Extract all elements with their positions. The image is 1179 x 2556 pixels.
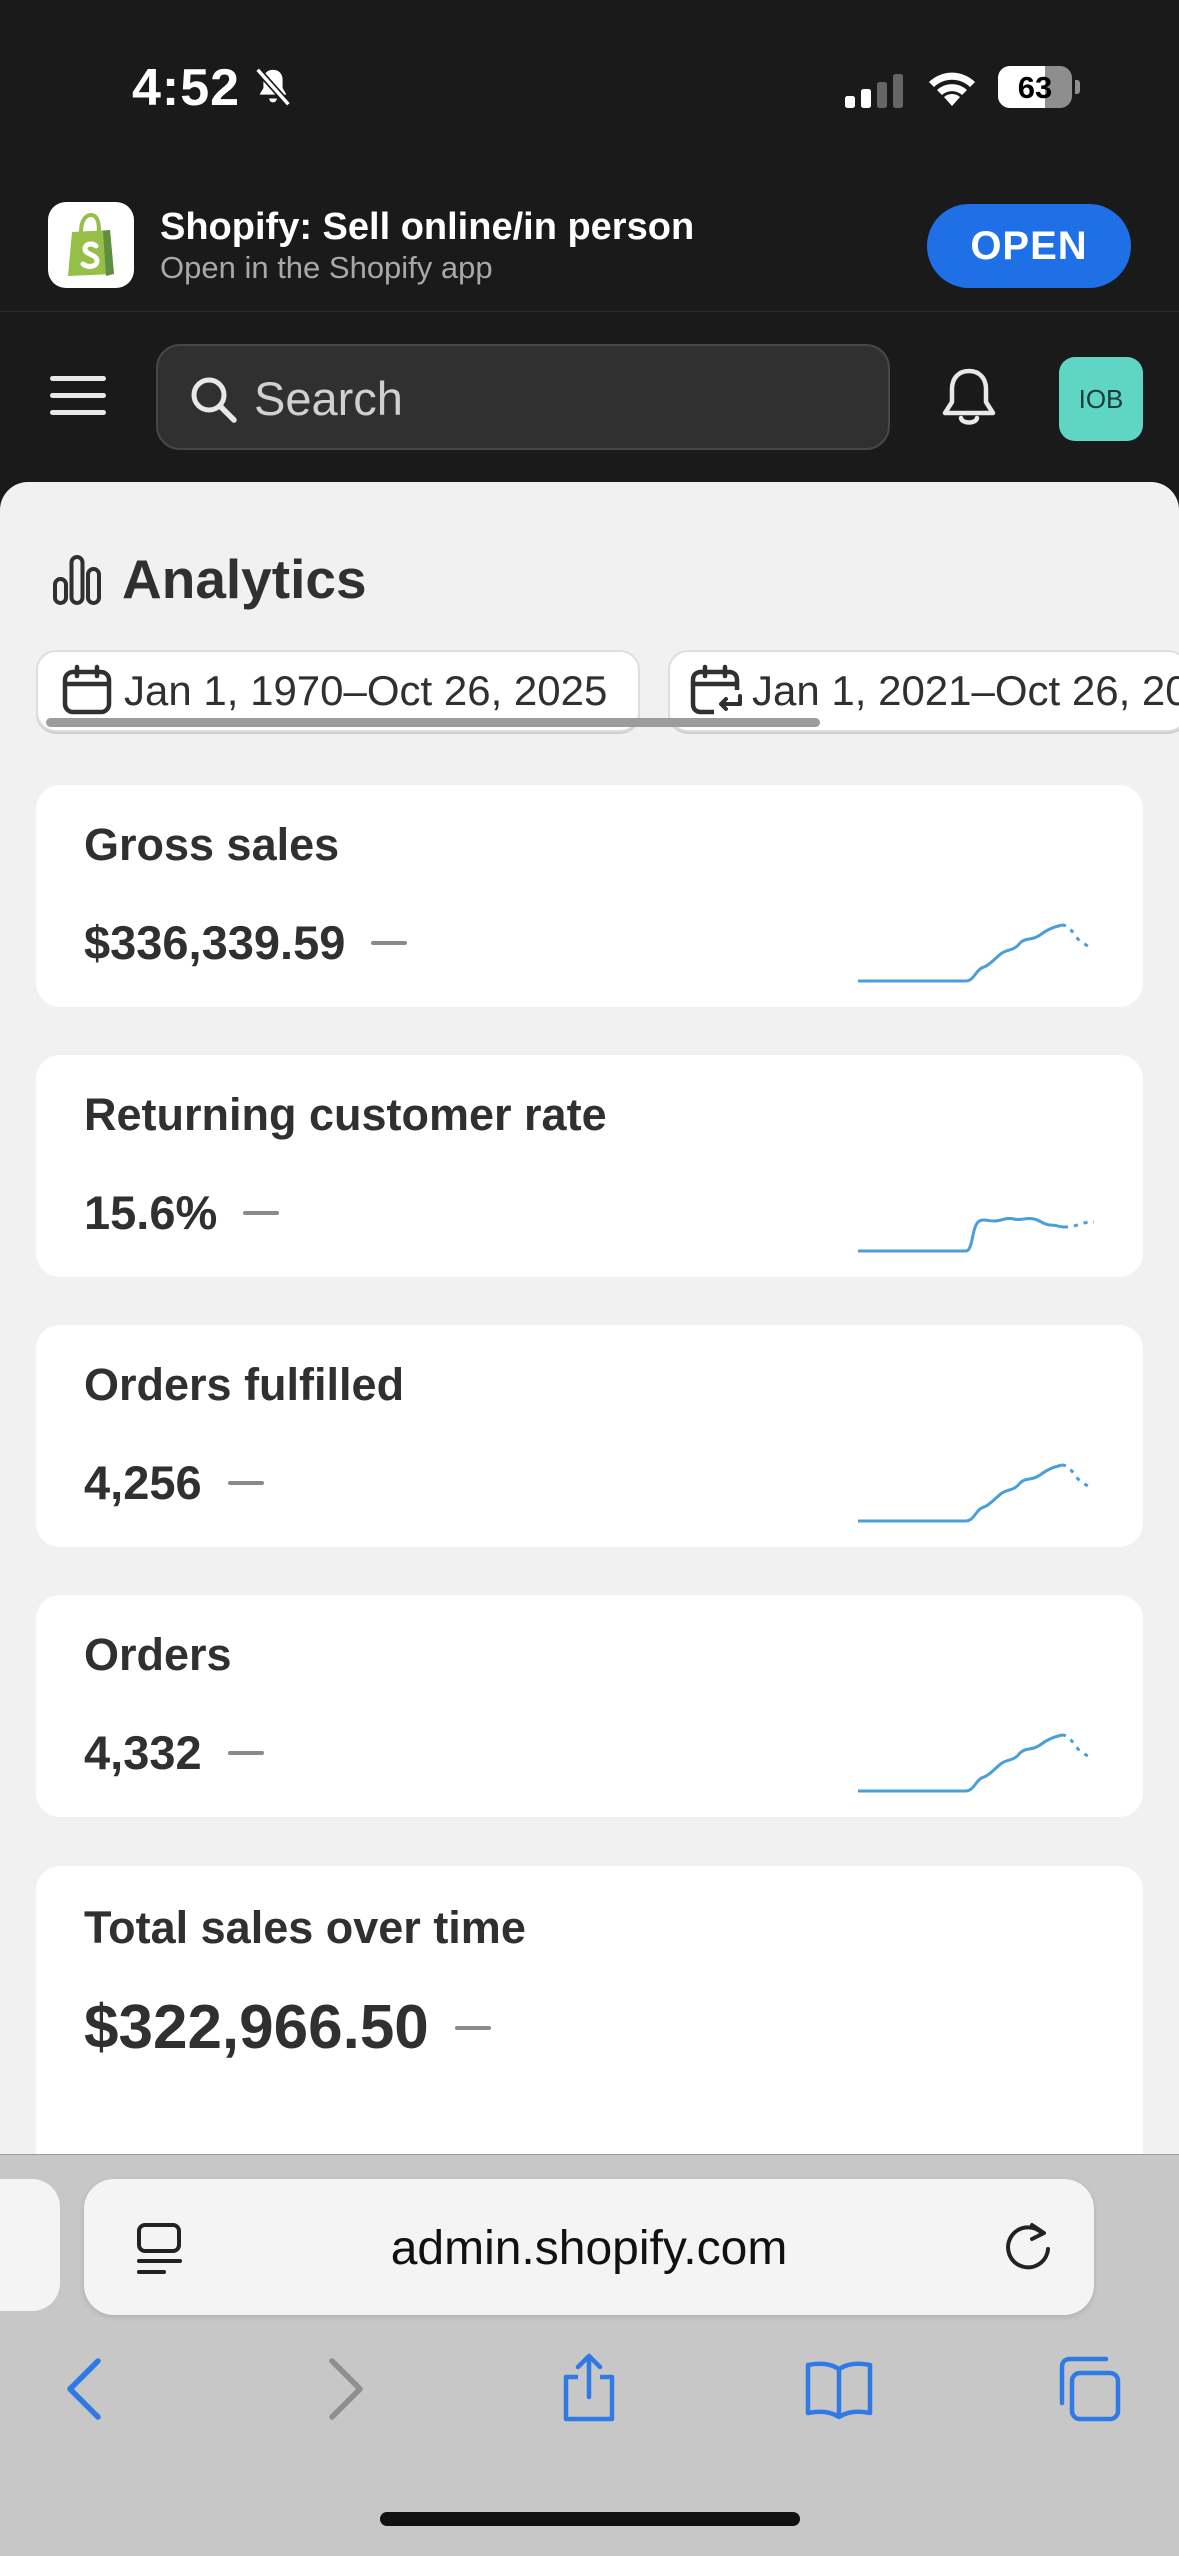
metric-value-row: 4,332: [84, 1725, 264, 1780]
page-header: Analytics: [52, 544, 367, 614]
home-indicator[interactable]: [380, 2512, 800, 2526]
browser-toolbar: admin.shopify.com: [0, 2154, 1179, 2556]
bell-slash-icon: [255, 67, 291, 107]
metric-title: Gross sales: [84, 819, 340, 870]
metric-change-dash: [243, 1210, 280, 1215]
sparkline-chart: [858, 1463, 1091, 1523]
sparkline-chart: [858, 1216, 1095, 1253]
bookmarks-icon[interactable]: [804, 2353, 874, 2425]
search-box[interactable]: [156, 344, 890, 450]
horizontal-scrollbar[interactable]: [46, 718, 820, 727]
status-bar: 4:52 63: [0, 0, 1179, 180]
comparison-date-range-label: Jan 1, 2021–Oct 26, 2025: [752, 667, 1179, 714]
metric-change-dash: [454, 2025, 491, 2030]
metric-value: 15.6%: [84, 1186, 218, 1239]
address-bar[interactable]: admin.shopify.com: [84, 2179, 1094, 2315]
metric-card-returning-customer-rate[interactable]: Returning customer rate 15.6%: [36, 1055, 1143, 1277]
metric-value-row: 4,256: [84, 1455, 264, 1510]
metric-value: 4,256: [84, 1456, 202, 1509]
app-banner: Shopify: Sell online/in person Open in t…: [0, 180, 1179, 312]
url-text[interactable]: admin.shopify.com: [390, 2222, 788, 2275]
notifications-bell-icon[interactable]: [940, 366, 998, 428]
metric-title: Returning customer rate: [84, 1089, 607, 1140]
shopify-logo-icon[interactable]: [48, 202, 134, 288]
open-app-button[interactable]: OPEN: [927, 204, 1131, 288]
metric-change-dash: [371, 940, 408, 945]
metric-value: $336,339.59: [84, 916, 346, 969]
comparison-date-range-picker[interactable]: Jan 1, 2021–Oct 26, 2025: [668, 650, 1179, 732]
previous-tab-peek[interactable]: [0, 2179, 60, 2311]
metric-card-orders-fulfilled[interactable]: Orders fulfilled 4,256: [36, 1325, 1143, 1547]
sparkline-chart: [858, 1733, 1091, 1793]
app-subtitle: Open in the Shopify app: [160, 250, 493, 285]
search-input[interactable]: [254, 360, 854, 436]
battery-level: 63: [1017, 70, 1053, 105]
metric-value-row: 15.6%: [84, 1185, 280, 1240]
avatar[interactable]: IOB: [1059, 357, 1143, 441]
hamburger-menu-icon[interactable]: [50, 372, 106, 420]
reload-icon[interactable]: [1002, 2219, 1058, 2275]
search-icon: [191, 377, 237, 423]
battery-indicator: 63: [998, 66, 1080, 108]
top-navigation: IOB: [0, 312, 1179, 482]
main-content: Analytics Jan 1, 1970–Oct 26, 2025 Jan 1…: [0, 482, 1179, 2154]
back-icon[interactable]: [52, 2353, 122, 2425]
app-name: Shopify: Sell online/in person: [160, 206, 695, 248]
share-icon[interactable]: [554, 2353, 624, 2425]
total-sales-title: Total sales over time: [84, 1902, 526, 1953]
date-range-label: Jan 1, 1970–Oct 26, 2025: [124, 667, 608, 714]
metric-value-row: $336,339.59: [84, 915, 408, 970]
metric-title: Orders fulfilled: [84, 1359, 405, 1410]
analytics-bar-chart-icon: [53, 555, 101, 605]
metric-value: 4,332: [84, 1726, 202, 1779]
total-sales-value: $322,966.50: [84, 1993, 429, 2062]
calendar-compare-icon: [690, 664, 742, 715]
sparkline-chart: [858, 923, 1091, 983]
total-sales-value-row: $322,966.50: [84, 1992, 491, 2063]
metric-change-dash: [227, 1480, 264, 1485]
status-time: 4:52: [132, 59, 241, 117]
forward-icon[interactable]: [308, 2353, 378, 2425]
metric-card-gross-sales[interactable]: Gross sales $336,339.59: [36, 785, 1143, 1007]
metric-card-orders[interactable]: Orders 4,332: [36, 1595, 1143, 1817]
page-title: Analytics: [122, 548, 367, 610]
total-sales-card[interactable]: Total sales over time $322,966.50: [36, 1866, 1143, 2154]
page-menu-icon[interactable]: [134, 2221, 188, 2277]
metric-title: Orders: [84, 1629, 232, 1680]
calendar-icon: [62, 664, 112, 715]
tabs-icon[interactable]: [1054, 2353, 1124, 2425]
cellular-signal-icon: [845, 74, 903, 108]
metric-change-dash: [227, 1750, 264, 1755]
wifi-icon: [929, 72, 975, 106]
